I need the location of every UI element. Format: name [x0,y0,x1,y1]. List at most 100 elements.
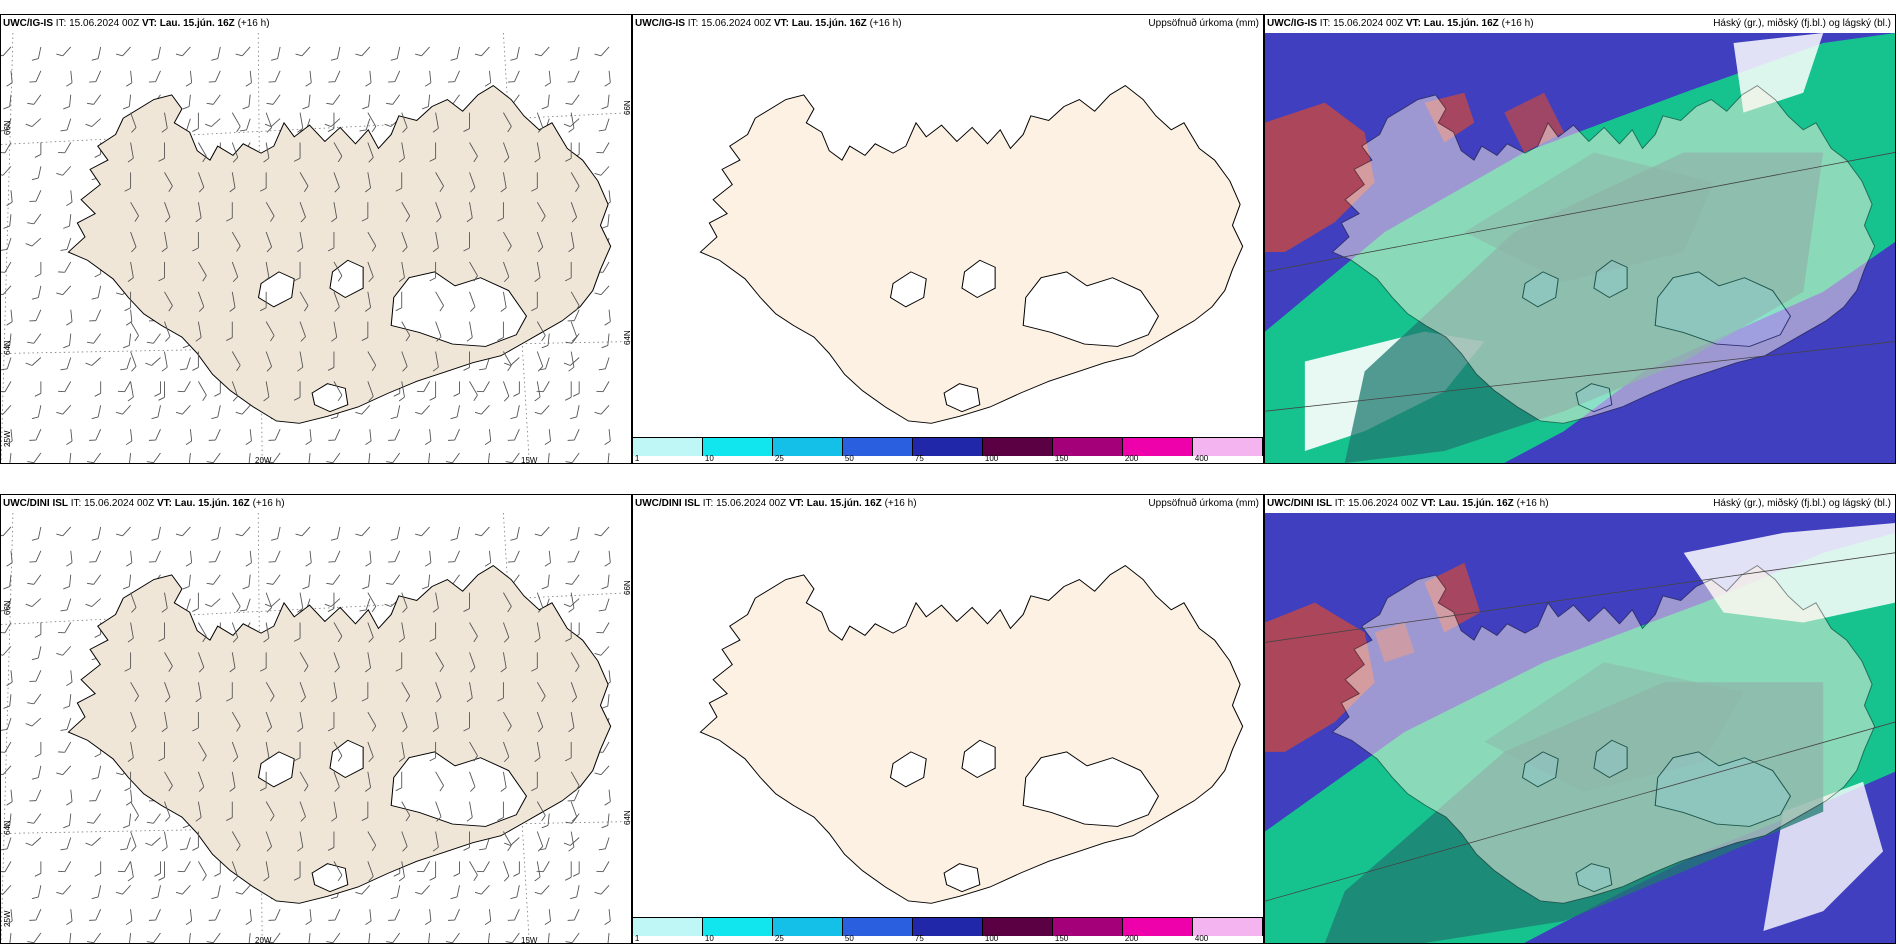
wind-barb [502,622,510,643]
wind-barb [469,741,478,762]
wind-barb [185,70,193,87]
wind-barb [211,405,221,420]
wind-barb [330,46,341,61]
cloud-map [1265,513,1895,943]
panel-header: UWC/IG-IS IT: 15.06.2024 00Z VT: Lau. 15… [633,15,1263,33]
wind-barb [211,885,221,900]
wind-barb [91,46,102,61]
wind-barb [596,861,610,873]
wind-barb [355,526,371,537]
wind-barb [359,118,371,132]
wind-barb [469,261,478,282]
wind-barb [63,813,72,829]
wind-barb [469,381,478,401]
panel-header: UWC/IG-IS IT: 15.06.2024 00Z VT: Lau. 15… [1,15,631,33]
model-name: UWC/IG-IS [635,18,685,29]
wind-barb [242,574,251,590]
wind-barb [453,381,460,397]
wind-barb [604,550,611,567]
wind-barb [502,261,510,283]
wind-barb [58,622,72,634]
colorbar-swatch [1193,438,1263,456]
wind-barb [66,309,73,326]
lat-label: 64N [623,810,632,825]
wind-barb [432,351,439,372]
wind-barb [58,142,72,154]
wind-barb [122,333,132,349]
wind-barb [598,598,610,612]
wind-barb [56,646,72,656]
wind-barb [565,452,580,463]
colorbar-swatch [983,918,1053,936]
wind-barb [1,261,12,273]
wind-barb [570,202,578,223]
wind-barb [447,550,460,563]
wind-barb [567,70,580,83]
wind-barb [6,70,13,87]
wind-barb [355,46,371,57]
wind-barb [425,909,432,926]
wind-barb [570,46,580,61]
wind-barb [534,261,541,282]
wind-barb [500,291,507,312]
wind-barb [596,142,610,154]
wind-barb [124,291,132,312]
wind-barb [531,172,538,192]
wind-barb [1,166,12,176]
colorbar-swatch [983,438,1053,456]
wind-barb [362,574,371,590]
wind-barb [229,172,236,193]
borders [1265,152,1895,412]
wind-barb [164,801,171,822]
wind-barb [231,831,241,852]
wind-barb [503,592,512,613]
wind-barb [364,291,372,312]
wind-barb [507,550,520,563]
wind-barb [476,861,490,873]
wind-barb [130,112,137,133]
wind-barb [536,201,546,222]
iceland-land [68,86,610,424]
wind-barb [185,909,193,926]
wind-barb [607,452,610,463]
init-time: IT: 15.06.2024 00Z [70,498,155,509]
wind-barb [89,908,102,921]
wind-barb [3,813,12,829]
wind-barb [503,831,512,852]
wind-barb [85,598,101,608]
wind-barb [197,741,207,762]
wind-barb [235,526,251,537]
wind-barb [208,70,221,83]
wind-barb [429,261,437,282]
wind-barb [541,813,550,829]
wind-barb [568,351,575,372]
wind-barb [367,741,374,763]
wind-barb [27,932,42,943]
wind-barb [264,118,281,128]
wind-barb [158,381,165,401]
wind-barb [367,711,377,732]
wind-barb [466,202,473,223]
wind-barb [367,351,377,372]
valid-time: VT: Lau. 15.jún. 16Z [773,18,867,29]
wind-barb [401,201,411,222]
wind-barb [565,741,572,762]
colorbar-swatch [773,918,843,936]
wind-barb [248,452,251,463]
wind-barb [401,321,411,342]
wind-barb [326,452,341,463]
borders [1265,552,1895,902]
wind-barb [502,741,510,763]
wind-barb [148,428,161,441]
wind-barb [205,598,221,608]
wind-barb [330,526,341,541]
wind-barb [415,884,430,895]
wind-barb [507,70,520,83]
wind-barb [429,142,437,162]
wind-barb [305,70,312,87]
wind-barb [242,94,251,110]
colorbar-swatch [843,918,913,936]
wind-barb [197,172,205,193]
wind-barb [502,142,510,163]
wind-barb [185,429,193,446]
